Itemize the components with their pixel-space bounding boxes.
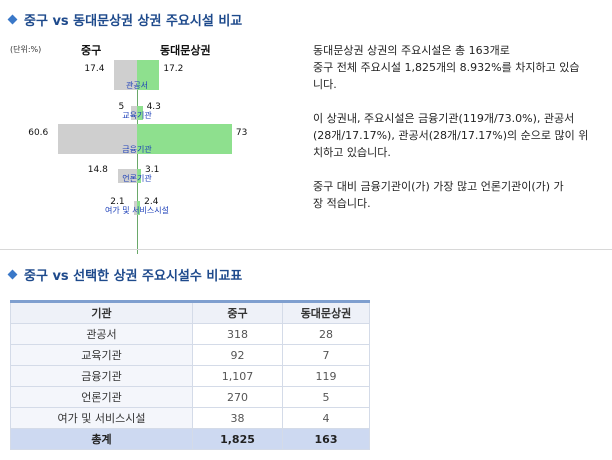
row-dongdaemun-count: 7	[282, 344, 370, 366]
value-label-right-1: 4.3	[146, 102, 161, 112]
bar-left-4	[134, 201, 137, 215]
category-label-0: 관공서	[125, 81, 149, 90]
category-label-4: 여가 및 서비스시설	[105, 206, 169, 215]
row-junggu-count: 92	[192, 344, 283, 366]
summary-paragraph-3: 중구 대비 금융기관이(가) 가장 많고 언론기관이(가) 가 장 적습니다.	[313, 180, 564, 210]
value-label-right-3: 3.1	[145, 165, 160, 175]
total-junggu: 1,825	[192, 428, 283, 450]
table-row: 여가 및 서비스시설 38 4	[10, 407, 370, 429]
table-row: 언론기관 270 5	[10, 386, 370, 408]
summary-description: 동대문상권 상권의 주요시설은 총 163개로 중구 전체 주요시설 1,825…	[313, 42, 612, 229]
row-name: 여가 및 서비스시설	[10, 407, 193, 429]
row-name: 언론기관	[10, 386, 193, 408]
bar-right-1	[137, 106, 143, 120]
header-institution: 기관	[10, 301, 193, 324]
row-junggu-count: 318	[192, 323, 283, 345]
section-title-text: 중구 vs 동대문상권 상권 주요시설 비교	[24, 14, 243, 29]
value-label-right-2: 73	[235, 128, 248, 138]
category-label-1: 교육기관	[122, 111, 152, 120]
bar-left-1	[130, 106, 137, 120]
value-label-left-1: 5	[118, 102, 125, 112]
category-label-2: 금융기관	[122, 145, 152, 154]
header-junggu: 중구	[192, 301, 283, 324]
row-junggu-count: 1,107	[192, 365, 283, 387]
bar-right-0	[137, 60, 160, 90]
section-divider	[0, 249, 612, 250]
row-junggu-count: 270	[192, 386, 283, 408]
summary-paragraph-2: 이 상권내, 주요시설은 금융기관(119개/73.0%), 관공서 (28개/…	[313, 112, 589, 159]
bar-left-0	[114, 60, 137, 90]
legend-left-label: 중구	[81, 44, 102, 57]
value-label-left-4: 2.1	[110, 197, 125, 207]
unit-label: (단위:%)	[10, 45, 42, 54]
row-dongdaemun-count: 4	[282, 407, 370, 429]
value-label-right-0: 17.2	[163, 64, 184, 74]
table-row: 교육기관 92 7	[10, 344, 370, 366]
facility-comparison-chart: (단위:%) 중구 동대문상권 17.4 17.2 관공서 5 4.3 교육기관 60.6 7…	[0, 36, 300, 254]
bar-left-3	[117, 169, 137, 183]
section-title-comparison-table: 중구 vs 선택한 상권 주요시설수 비교표	[6, 265, 242, 284]
summary-paragraph-1: 동대문상권 상권의 주요시설은 총 163개로 중구 전체 주요시설 1,825…	[313, 44, 580, 91]
table-row: 금융기관 1,107 119	[10, 365, 370, 387]
row-dongdaemun-count: 119	[282, 365, 370, 387]
bullet-diamond-icon	[7, 14, 18, 25]
row-dongdaemun-count: 5	[282, 386, 370, 408]
legend-right-label: 동대문상권	[160, 44, 211, 57]
total-label: 총계	[10, 428, 193, 450]
value-label-right-4: 2.4	[144, 197, 159, 207]
table-total-row: 총계 1,825 163	[10, 428, 370, 450]
row-dongdaemun-count: 28	[282, 323, 370, 345]
facility-count-table: 기관 중구 동대문상권 관공서 318 28 교육기관 92 7 금융기관 1,…	[10, 300, 370, 450]
row-junggu-count: 38	[192, 407, 283, 429]
bar-right-4	[137, 201, 141, 215]
bar-right-3	[137, 169, 142, 183]
category-label-3: 언론기관	[122, 174, 152, 183]
chart-center-axis	[137, 60, 138, 254]
table-header-row: 기관 중구 동대문상권	[10, 301, 370, 324]
bar-left-2	[58, 124, 137, 154]
header-dongdaemun: 동대문상권	[282, 301, 370, 324]
total-dongdaemun: 163	[282, 428, 370, 450]
value-label-left-2: 60.6	[28, 128, 49, 138]
row-name: 관공서	[10, 323, 193, 345]
table-row: 관공서 318 28	[10, 323, 370, 345]
value-label-left-3: 14.8	[87, 165, 108, 175]
row-name: 금융기관	[10, 365, 193, 387]
bullet-diamond-icon	[7, 269, 18, 280]
section-title-comparison-chart: 중구 vs 동대문상권 상권 주요시설 비교	[6, 10, 242, 29]
bar-right-2	[137, 124, 232, 154]
row-name: 교육기관	[10, 344, 193, 366]
value-label-left-0: 17.4	[84, 64, 105, 74]
section-title-text: 중구 vs 선택한 상권 주요시설수 비교표	[24, 269, 243, 284]
